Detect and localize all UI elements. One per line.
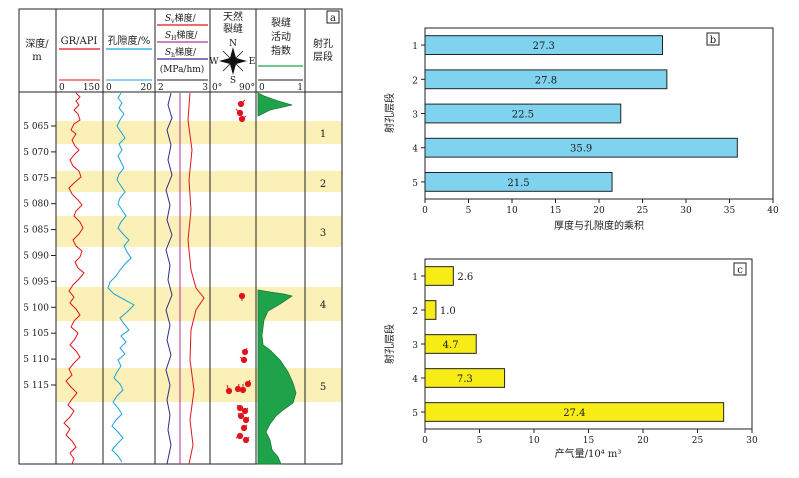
activity-header-1: 裂缝: [271, 16, 291, 29]
porosity-scale-max: 20: [141, 83, 153, 93]
gr-scale-min: 0: [59, 83, 65, 93]
stress-unit: (MPa/hm): [160, 64, 205, 75]
gr-scale-max: 150: [83, 83, 100, 93]
depth-tick-label: 5 110: [23, 355, 49, 365]
perforation-header-1: 射孔: [313, 38, 333, 50]
perforation-label: 2: [320, 179, 326, 190]
stress-h-curve: [165, 92, 173, 465]
panel-label-a: a: [330, 13, 336, 24]
perforation-label: 4: [320, 300, 326, 311]
depth-tick-label: 5 095: [23, 277, 49, 287]
fracture-header-1: 天然: [223, 10, 243, 23]
perforation-band-1: [56, 121, 342, 144]
compass-s: S: [230, 76, 236, 86]
activity-header-2: 活动: [271, 31, 291, 43]
panel-label-box-a: [326, 10, 340, 24]
compass-rose-icon: [219, 47, 247, 75]
compass-e: E: [249, 57, 256, 67]
depth-tick-label: 5 105: [23, 329, 49, 339]
perforation-label: 1: [320, 129, 326, 140]
depth-tick-label: 5 075: [23, 174, 49, 184]
stress-scale-min: 2: [158, 83, 164, 93]
stress-v-curve: [187, 92, 205, 465]
depth-header-1: 深度/: [25, 37, 49, 50]
compass-n: N: [229, 39, 237, 49]
perforation-band-4: [56, 287, 342, 321]
porosity-header: 孔隙度/%: [108, 34, 151, 47]
fracture-header-2: 裂缝: [223, 22, 243, 35]
depth-header-2: m: [32, 52, 42, 63]
perforation-label: 3: [320, 228, 326, 239]
activity-index-fill: [257, 289, 297, 465]
fracture-tadpoles: [225, 99, 252, 444]
activity-scale-min: 0: [259, 83, 265, 93]
gr-header: GR/API: [61, 36, 98, 47]
dip-scale-max: 90°: [239, 83, 255, 93]
depth-tick-label: 5 080: [23, 200, 49, 210]
perforation-labels: 1 2 3 4 5: [320, 129, 326, 393]
activity-index-fill: [257, 92, 293, 117]
dip-scale-min: 0°: [212, 83, 222, 93]
depth-tick-label: 5 090: [23, 252, 49, 262]
porosity-scale-min: 0: [106, 83, 112, 93]
activity-header-3: 指数: [271, 44, 291, 57]
gr-curve: [63, 92, 85, 465]
perforation-bands: [56, 121, 342, 402]
perforation-band-3: [56, 216, 342, 247]
perforation-header-2: 层段: [313, 50, 333, 63]
perforation-band-5: [56, 368, 342, 402]
perforation-label: 5: [320, 382, 326, 393]
perforation-band-2: [56, 171, 342, 192]
activity-scale-max: 1: [297, 83, 303, 93]
depth-tick-label: 5 085: [23, 226, 49, 236]
stress-1-header: Sv梯度/: [165, 12, 197, 25]
depth-tick-label: 5 115: [23, 381, 49, 391]
depth-ticks: 5 065 5 070 5 075 5 080 5 085 5 090 5 095 5 100…: [23, 122, 56, 391]
stress-scale-max: 3: [202, 83, 208, 93]
compass-w: W: [209, 57, 219, 67]
depth-tick-label: 5 070: [23, 148, 49, 158]
log-grid: [18, 8, 343, 465]
stress-2-header: SH梯度/: [165, 29, 198, 42]
depth-tick-label: 5 100: [23, 303, 49, 313]
porosity-curve: [107, 92, 135, 463]
stress-3-header: Sh梯度/: [165, 46, 197, 59]
depth-tick-label: 5 065: [23, 122, 49, 132]
